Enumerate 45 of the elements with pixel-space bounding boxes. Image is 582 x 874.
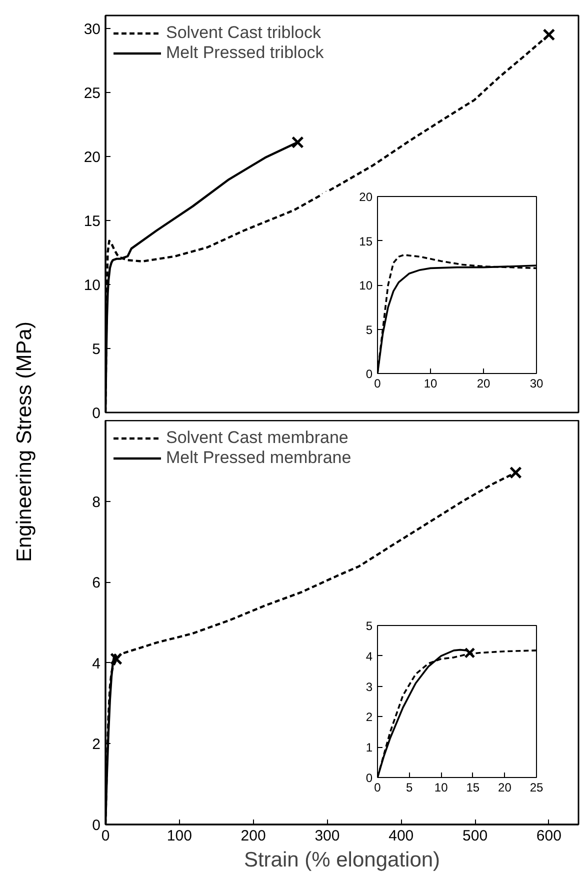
x-tick-label: 20: [476, 376, 490, 390]
y-tick-label: 10: [359, 278, 373, 292]
y-tick-label: 8: [92, 494, 100, 511]
y-tick-label: 2: [366, 710, 373, 724]
legend-label: Solvent Cast triblock: [166, 23, 321, 43]
y-tick-label: 10: [84, 276, 101, 294]
x-tick-label: 10: [434, 780, 448, 794]
y-tick-label: 4: [92, 655, 100, 672]
x-tick-label: 30: [530, 376, 544, 390]
x-tick-label: 600: [536, 828, 562, 844]
x-tick-label: 400: [388, 828, 414, 844]
y-tick-label: 6: [92, 574, 100, 592]
legend-label: Melt Pressed membrane: [166, 448, 352, 468]
y-tick-label: 15: [359, 234, 373, 248]
x-tick-label: 200: [240, 828, 266, 844]
x-tick-label: 25: [530, 780, 544, 794]
x-tick-label: 300: [314, 828, 340, 844]
x-tick-label: 15: [466, 780, 480, 794]
x-tick-label: 20: [498, 780, 512, 794]
y-tick-label: 20: [84, 148, 101, 166]
y-tick-label: 2: [92, 736, 100, 754]
x-axis-title: Strain (% elongation): [244, 848, 440, 872]
y-tick-label: 5: [92, 340, 100, 358]
y-tick-label: 20: [359, 190, 373, 204]
y-tick-label: 0: [366, 367, 373, 381]
y-tick-label: 5: [366, 322, 373, 337]
x-tick-label: 100: [166, 828, 192, 844]
y-tick-label: 0: [92, 405, 100, 422]
y-tick-label: 15: [84, 212, 101, 230]
y-tick-label: 25: [84, 84, 101, 102]
y-tick-label: 0: [92, 817, 100, 834]
x-tick-label: 500: [462, 828, 488, 844]
y-tick-label: 5: [366, 619, 373, 633]
y-tick-label: 1: [366, 740, 373, 755]
legend-label: Melt Pressed triblock: [166, 43, 324, 63]
x-tick-label: 0: [374, 780, 382, 794]
x-tick-label: 0: [374, 376, 382, 390]
y-tick-label: 30: [84, 20, 101, 38]
y-tick-label: 0: [366, 771, 373, 785]
legend-label: Solvent Cast membrane: [166, 428, 348, 448]
y-tick-label: 4: [366, 649, 373, 664]
y-tick-label: 3: [366, 680, 373, 694]
x-tick-label: 10: [424, 376, 438, 390]
y-axis-title: Engineering Stress (MPa): [12, 322, 37, 562]
x-tick-label: 5: [406, 780, 413, 794]
